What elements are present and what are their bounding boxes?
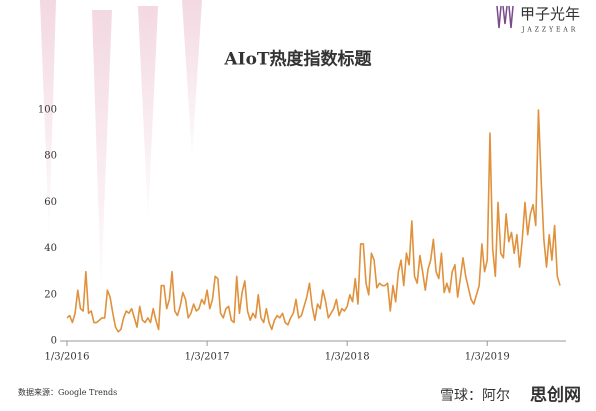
x-tick-label: 1/3/2017 [185, 352, 230, 363]
source: 数据来源：Google Trends [18, 387, 117, 397]
decoration [40, 0, 202, 290]
x-tick-label: 1/3/2016 [45, 352, 90, 363]
chart-title: AIoT热度指数标题 [223, 49, 372, 70]
y-tick-label: 20 [44, 289, 57, 300]
watermark: 雪球：阿尔 [440, 388, 510, 404]
y-tick-label: 0 [51, 336, 57, 347]
y-tick-label: 80 [44, 151, 57, 162]
x-tick-label: 1/3/2019 [465, 352, 510, 363]
brand-subtitle: JAZZYEAR [521, 27, 578, 34]
y-tick-label: 100 [38, 105, 57, 116]
x-tick-label: 1/3/2018 [325, 352, 370, 363]
line [66, 109, 561, 333]
y-tick-label: 40 [44, 243, 57, 254]
brand-name: 甲子光年 [520, 5, 580, 23]
y-tick-label: 60 [44, 197, 57, 208]
watermark: 思创网 [530, 385, 581, 406]
logo: 甲子光年 JAZZYEAR [496, 5, 580, 34]
